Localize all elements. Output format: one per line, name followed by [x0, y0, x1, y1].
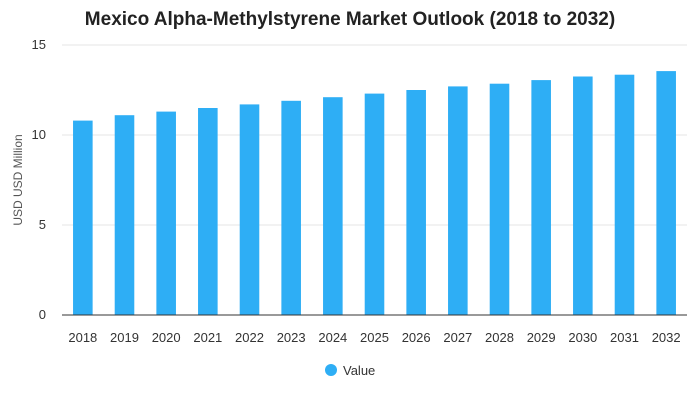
bar-2019[interactable] [114, 115, 135, 315]
bar-2032[interactable] [656, 71, 676, 315]
x-tick-label: 2032 [652, 330, 681, 345]
y-tick-label: 15 [32, 37, 46, 52]
bar-2018[interactable] [73, 120, 93, 315]
x-tick-label: 2019 [110, 330, 139, 345]
x-tick-label: 2018 [68, 330, 97, 345]
y-tick-label: 0 [39, 307, 46, 322]
bar-2022[interactable] [239, 104, 260, 316]
bar-2023[interactable] [281, 100, 301, 315]
bar-2020[interactable] [156, 111, 176, 315]
x-tick-label: 2031 [610, 330, 639, 345]
x-tick-label: 2030 [568, 330, 597, 345]
x-tick-label: 2022 [235, 330, 264, 345]
x-tick-label: 2025 [360, 330, 389, 345]
x-tick-label: 2028 [485, 330, 514, 345]
legend-swatch[interactable] [325, 364, 337, 376]
legend-label[interactable]: Value [343, 363, 375, 378]
bar-2029[interactable] [531, 80, 551, 315]
y-tick-label: 5 [39, 217, 46, 232]
x-tick-label: 2024 [318, 330, 347, 345]
legend[interactable]: Value [325, 363, 375, 378]
y-axis-ticks: 0 5 10 15 [32, 37, 46, 322]
bar-2027[interactable] [448, 86, 468, 316]
bar-2030[interactable] [573, 76, 593, 316]
bars [73, 71, 676, 316]
bar-2026[interactable] [406, 90, 426, 315]
y-tick-label: 10 [32, 127, 46, 142]
x-tick-label: 2026 [402, 330, 431, 345]
bar-2025[interactable] [364, 93, 385, 315]
x-axis-ticks: 2018 2019 2020 2021 2022 2023 2024 2025 2026 2027… [68, 330, 680, 345]
chart-title: Mexico Alpha-Methylstyrene Market Outloo… [85, 9, 615, 30]
y-axis-label: USD USD Million [11, 134, 25, 225]
x-tick-label: 2029 [527, 330, 556, 345]
bar-2031[interactable] [614, 74, 635, 315]
x-tick-label: 2021 [193, 330, 222, 345]
x-tick-label: 2020 [152, 330, 181, 345]
bar-2028[interactable] [489, 83, 510, 315]
bar-2024[interactable] [323, 97, 343, 315]
x-tick-label: 2023 [277, 330, 306, 345]
x-tick-label: 2027 [443, 330, 472, 345]
bar-2021[interactable] [198, 108, 218, 315]
